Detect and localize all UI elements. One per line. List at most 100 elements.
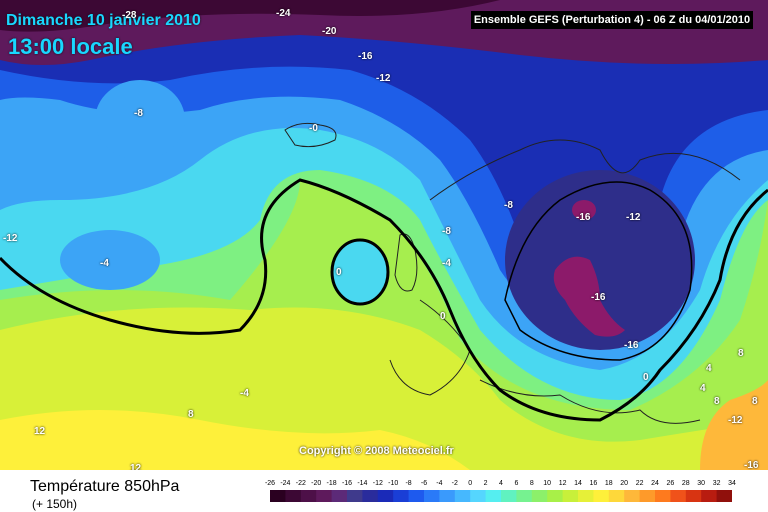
legend-tick-label: 6	[514, 480, 519, 487]
isotherm-label: -8	[504, 200, 513, 211]
legend-swatch	[593, 490, 610, 502]
cold-blob-greenland	[95, 80, 185, 160]
isotherm-label: -16	[591, 292, 606, 303]
isotherm-label: 12	[130, 463, 142, 470]
isotherm-label: -4	[442, 258, 451, 269]
isotherm-label: -16	[624, 340, 639, 351]
legend-tick-label: 8	[529, 480, 534, 487]
legend-swatch	[547, 490, 564, 502]
legend-swatch	[316, 490, 333, 502]
legend-tick-label: 12	[558, 480, 567, 487]
legend-swatch	[531, 490, 548, 502]
legend-swatch	[716, 490, 732, 502]
legend-tick-label: 22	[635, 480, 644, 487]
isotherm-label: -20	[322, 26, 337, 37]
legend-swatch	[685, 490, 702, 502]
legend-swatch	[608, 490, 625, 502]
legend-tick-label: 34	[728, 480, 736, 487]
legend-tick-label: -16	[341, 480, 353, 487]
legend-swatch	[655, 490, 671, 502]
legend-swatch	[377, 490, 394, 502]
isotherm-label: -12	[728, 415, 743, 426]
isotherm-label: 0	[643, 372, 649, 383]
legend-swatch	[300, 490, 317, 502]
isotherm-label: -28	[122, 10, 137, 21]
legend-color-bar	[270, 490, 732, 502]
legend-swatch	[578, 490, 594, 502]
legend-tick-label: 26	[666, 480, 675, 487]
legend-tick-label: -14	[357, 480, 368, 487]
isotherm-label: -4	[240, 388, 249, 399]
isotherm-label: -8	[442, 226, 451, 237]
legend-tick-label: 18	[604, 480, 613, 487]
isotherm-label: -4	[100, 258, 109, 269]
legend-swatch	[470, 490, 487, 502]
legend-tick-label: 32	[712, 480, 721, 487]
legend-swatch	[501, 490, 517, 502]
legend-tick-label: -8	[405, 480, 412, 487]
cold-core-north	[572, 200, 596, 220]
forecast-date: Dimanche 10 janvier 2010	[6, 12, 201, 29]
legend-tick-label: 10	[543, 480, 552, 487]
legend-tick-label: 2	[483, 480, 488, 487]
legend-swatch	[701, 490, 718, 502]
isotherm-label: 0	[440, 311, 446, 322]
legend-tick-label: 30	[697, 480, 706, 487]
isotherm-minus8-east	[504, 181, 693, 361]
legend-swatch	[454, 490, 471, 502]
legend-swatch	[270, 490, 286, 502]
legend-tick-label: 0	[468, 480, 473, 487]
legend-swatch	[285, 490, 302, 502]
legend-swatch	[562, 490, 579, 502]
map-layers	[0, 0, 768, 470]
legend-tick-label: 14	[574, 480, 582, 487]
legend-swatch	[439, 490, 456, 502]
legend-tick-label: 28	[681, 480, 690, 487]
isotherm-label: 4	[700, 383, 706, 394]
isotherm-label: 8	[714, 396, 720, 407]
isotherm-0	[0, 178, 768, 422]
warm-zone-southeast	[700, 380, 768, 470]
legend-swatch	[670, 490, 687, 502]
legend-tick-label: 4	[499, 480, 503, 487]
legend-tick-label: 24	[651, 480, 659, 487]
coastlines	[284, 122, 741, 424]
legend-swatch	[331, 490, 348, 502]
legend-tick-label: -6	[420, 480, 428, 487]
temperature-map: Dimanche 10 janvier 2010 13:00 locale En…	[0, 0, 768, 470]
isotherm-label: -8	[134, 108, 143, 119]
zone-minus28	[0, 0, 500, 32]
forecast-time: 13:00 locale	[8, 34, 133, 59]
cold-blob-atlantic	[332, 240, 388, 304]
legend-swatch	[639, 490, 656, 502]
legend-tick-label: -10	[388, 480, 399, 487]
copyright-notice: Copyright © 2008 Meteociel.fr	[299, 445, 454, 457]
legend-swatch	[485, 490, 502, 502]
isotherm-label: -12	[626, 212, 641, 223]
isotherm-label: 8	[738, 348, 744, 359]
temperature-legend: -26 -24 -22 -20 -18 -16 -14 -12 -10 -8 -6 -4 -2 0 2 4 6 8…	[265, 480, 748, 504]
legend-tick-label: -20	[311, 480, 322, 487]
legend-swatch	[424, 490, 440, 502]
cold-pool-outer	[505, 170, 695, 350]
legend-swatch	[408, 490, 425, 502]
legend-swatch	[393, 490, 410, 502]
forecast-offset: (+ 150h)	[32, 497, 78, 511]
legend-swatch	[347, 490, 363, 502]
legend-tick-label: 20	[620, 480, 629, 487]
legend-tick-label: -22	[295, 480, 306, 487]
legend-tick-label: -24	[280, 480, 291, 487]
model-run-label: Ensemble GEFS (Perturbation 4) - 06 Z du…	[471, 11, 753, 29]
isotherm-label: -16	[744, 460, 759, 470]
legend-swatch	[624, 490, 641, 502]
legend-tick-label: 16	[589, 480, 598, 487]
map-footer: Température 850hPa (+ 150h) -26 -24 -22 -20…	[0, 470, 768, 512]
legend-tick-label: -12	[372, 480, 383, 487]
parameter-title: Température 850hPa	[30, 478, 180, 495]
isotherm-label: 4	[706, 363, 712, 374]
cold-core-south	[553, 256, 625, 337]
legend-tick-label: -4	[436, 480, 443, 487]
isotherm-label: 8	[188, 409, 194, 420]
legend-tick-label: -18	[326, 480, 337, 487]
legend-tick-label: -26	[264, 480, 276, 487]
